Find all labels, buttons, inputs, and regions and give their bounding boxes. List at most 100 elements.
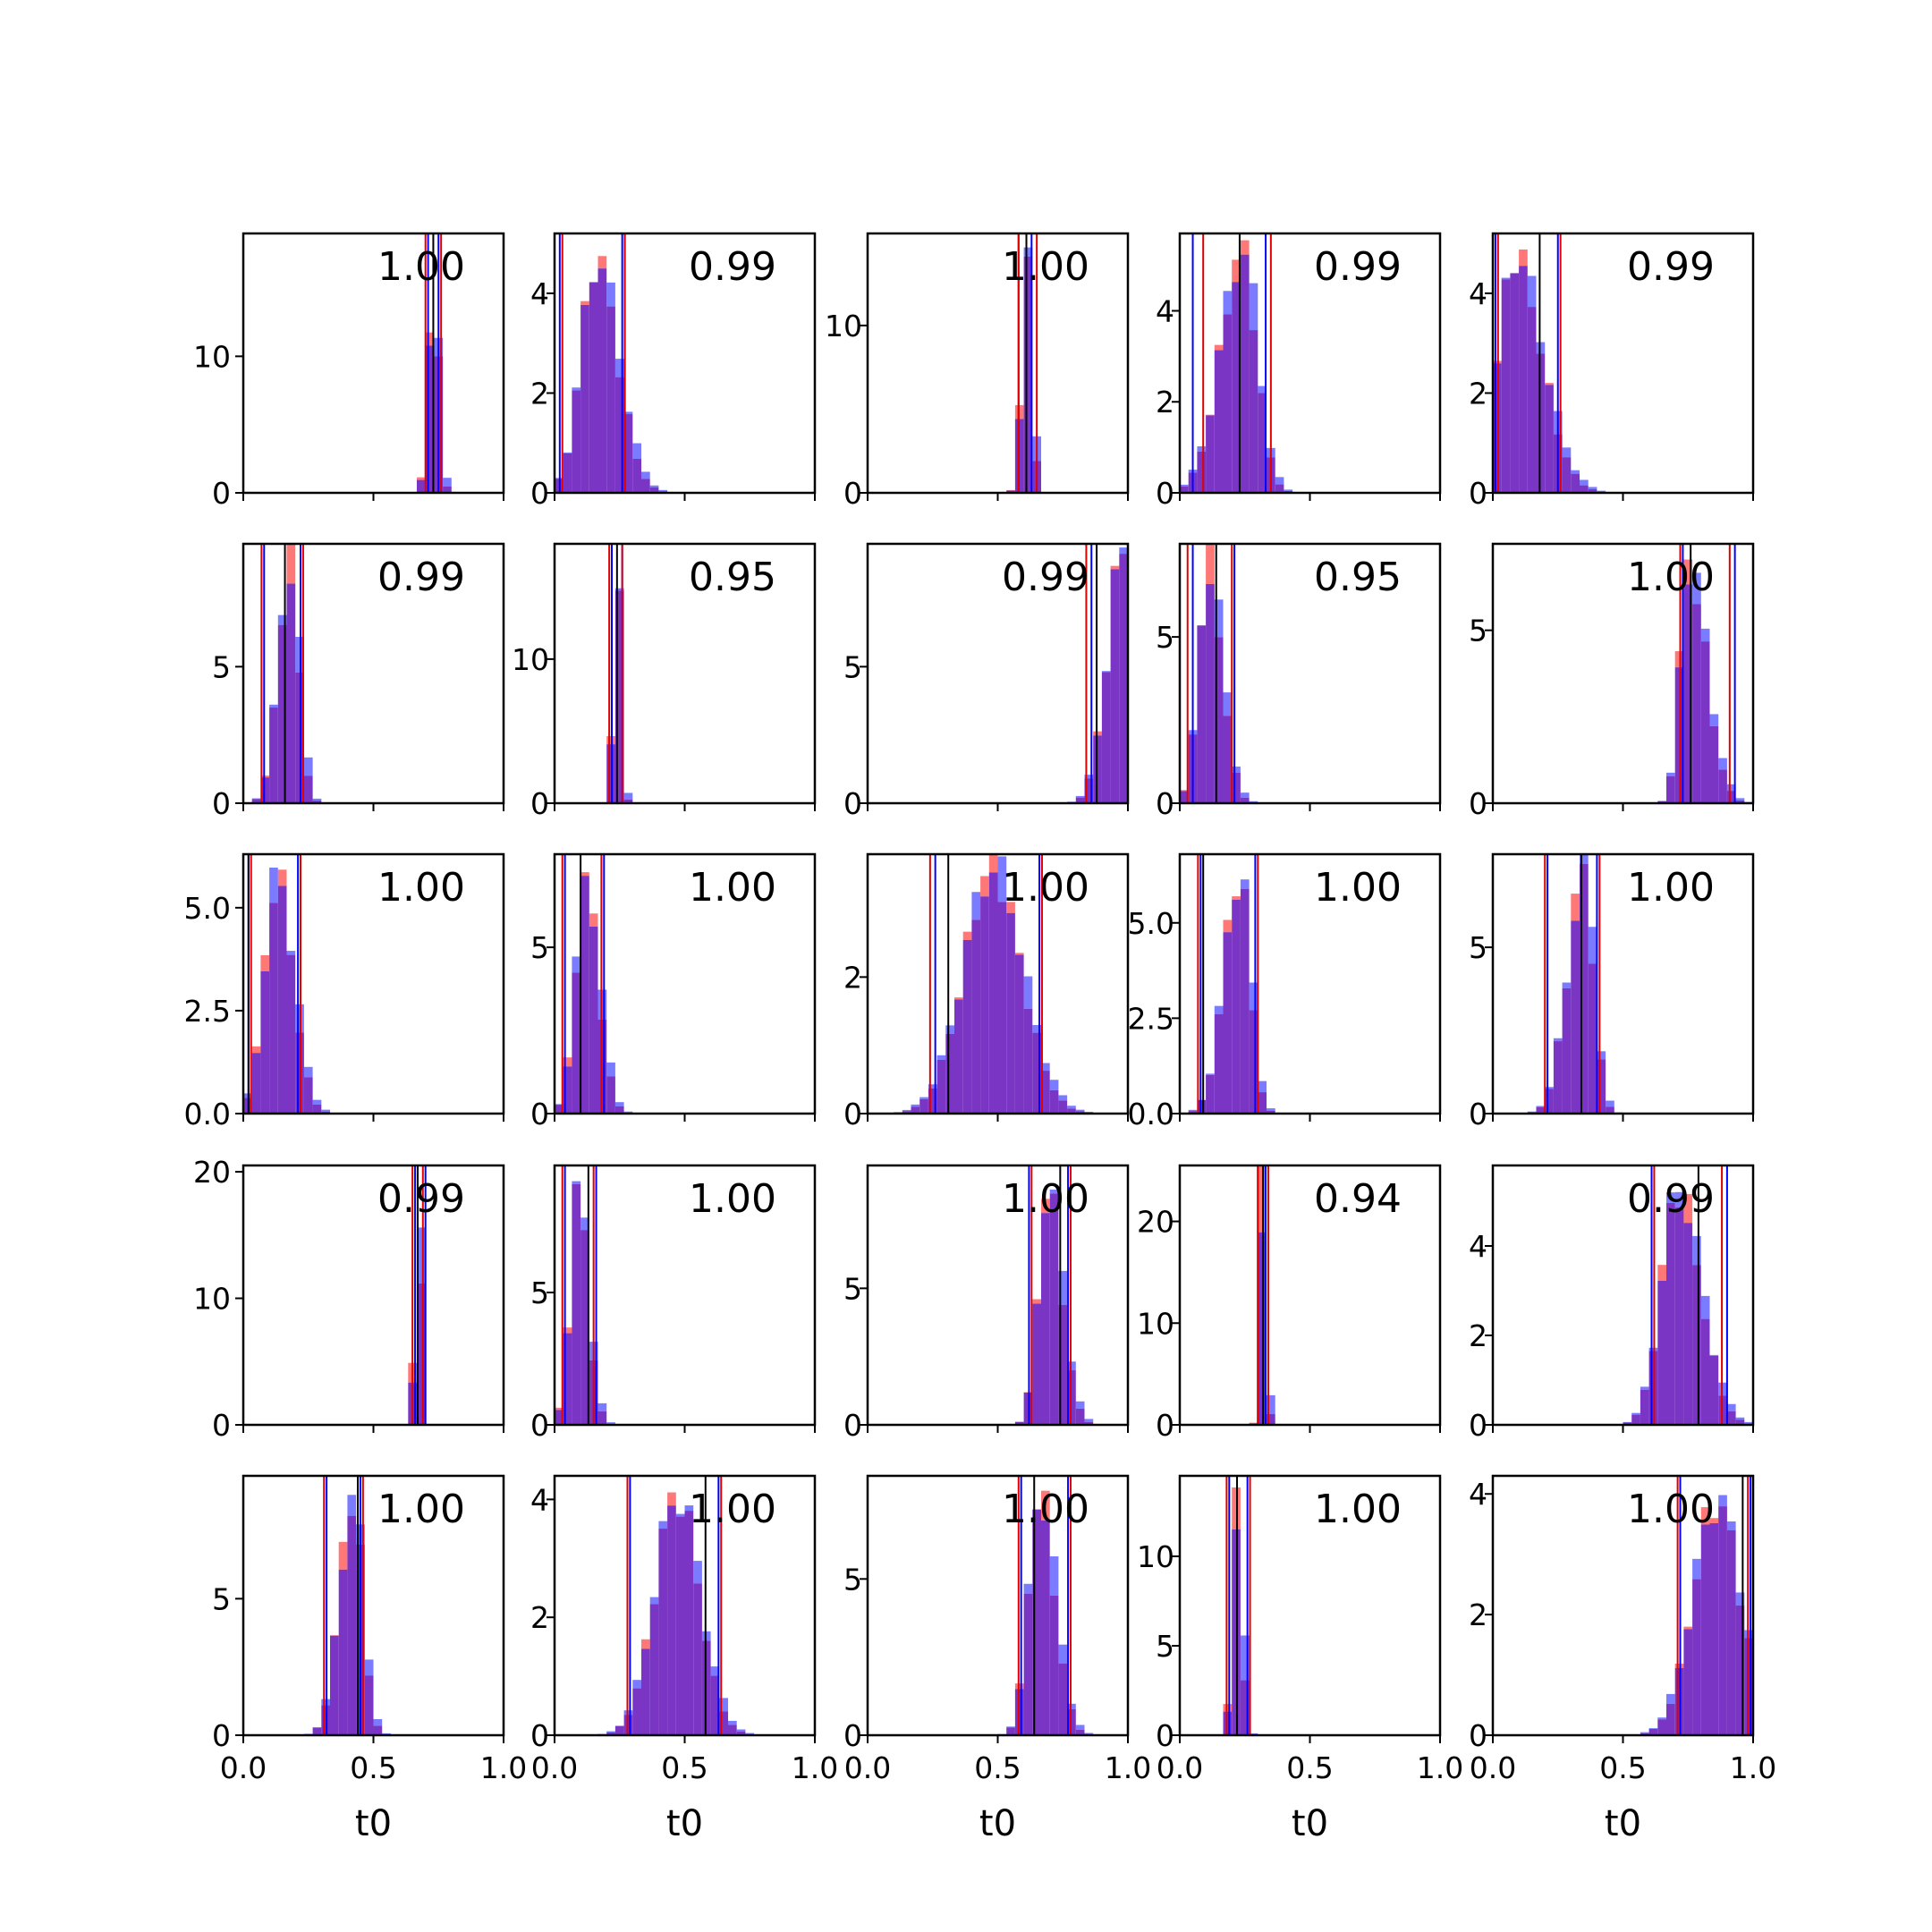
bar-excess — [597, 1402, 607, 1411]
y-tick-label: 0 — [530, 1097, 549, 1131]
bar-excess — [623, 792, 633, 800]
bar-excess — [589, 913, 598, 927]
y-tick-label: 4 — [530, 276, 549, 311]
bar-excess — [606, 1062, 615, 1077]
bar-excess — [1058, 1270, 1068, 1305]
panel-1: 0 10 1.00 — [193, 232, 505, 511]
correlation-label: 1.00 — [1627, 1487, 1715, 1532]
bar-overlap — [1597, 1059, 1606, 1114]
panel-8: 050.99 — [843, 542, 1130, 821]
bar-overlap — [286, 583, 296, 803]
bar-overlap — [1606, 1106, 1614, 1114]
bar-excess — [563, 1327, 572, 1334]
bars — [303, 1476, 391, 1735]
bar-overlap — [1049, 1193, 1059, 1425]
bar-overlap — [1571, 473, 1580, 493]
bar-excess — [1718, 1495, 1727, 1507]
correlation-label: 0.99 — [1627, 244, 1715, 290]
bars — [1014, 1165, 1094, 1425]
bar-excess — [572, 1181, 581, 1184]
bar-overlap — [572, 1183, 581, 1425]
bar-excess — [632, 443, 641, 459]
y-tick-label: 10 — [1137, 1539, 1174, 1574]
bar-overlap — [632, 1688, 641, 1735]
bar-excess — [1188, 1109, 1198, 1112]
bar-overlap — [954, 999, 963, 1114]
bar-overlap — [1735, 800, 1745, 803]
bar-overlap — [1726, 1411, 1736, 1425]
panel-20: 0 2 4 0.99 — [1469, 1164, 1755, 1443]
bar-excess — [997, 856, 1007, 902]
bars — [555, 1165, 615, 1425]
bar-overlap — [563, 1066, 572, 1114]
y-tick-label: 0 — [212, 1718, 231, 1753]
bar-overlap — [1197, 625, 1207, 803]
y-tick-label: 0 — [212, 476, 231, 511]
bar-overlap — [312, 1104, 322, 1114]
bar-overlap — [1666, 1703, 1675, 1735]
bar-overlap — [286, 954, 296, 1114]
correlation-label: 1.00 — [689, 1487, 776, 1532]
bar-overlap — [1718, 1506, 1727, 1735]
bar-excess — [260, 954, 270, 971]
bar-overlap — [1683, 1629, 1693, 1735]
bar-overlap — [988, 872, 998, 1114]
y-tick-label: 0.0 — [184, 1097, 231, 1131]
bar-overlap — [1180, 791, 1189, 803]
bar-excess — [1049, 1080, 1059, 1090]
y-tick-label: 5 — [1469, 614, 1487, 648]
bar-excess — [347, 1495, 357, 1516]
bar-overlap — [1709, 1355, 1719, 1425]
bar-excess — [417, 477, 426, 480]
bar-overlap — [997, 902, 1007, 1114]
bar-overlap — [1501, 279, 1511, 493]
bar-excess — [303, 1066, 313, 1078]
panel-14: 0.0 2.5 5.0 1.00 — [1128, 852, 1442, 1131]
y-tick-label: 0 — [1469, 1097, 1487, 1131]
bar-excess — [1648, 1728, 1658, 1729]
y-tick-label: 0 — [212, 786, 231, 821]
bar-excess — [1258, 1080, 1267, 1093]
correlation-label: 1.00 — [689, 1176, 776, 1222]
bar-overlap — [1032, 1032, 1041, 1114]
bar-excess — [286, 951, 296, 955]
panel-16: 0 10 20 0.99 — [193, 1155, 505, 1443]
bar-excess — [658, 1521, 668, 1530]
bar-excess — [623, 1111, 633, 1113]
bar-excess — [1692, 1558, 1701, 1580]
bar-overlap — [1700, 1318, 1710, 1425]
bar-overlap — [1188, 1111, 1198, 1114]
panel-2: 0 2 4 0.99 — [530, 232, 817, 511]
panel-15: 051.00 — [1469, 852, 1755, 1131]
bar-excess — [1735, 798, 1745, 801]
bar-excess — [1666, 772, 1675, 776]
bar-excess — [1571, 470, 1580, 474]
bar-overlap — [1709, 725, 1719, 803]
bar-overlap — [675, 1516, 685, 1735]
bar-excess — [277, 869, 287, 886]
bar-excess — [1249, 982, 1258, 1011]
bar-excess — [606, 1422, 615, 1424]
bar-overlap — [623, 414, 633, 493]
bar-excess — [1726, 784, 1736, 792]
y-tick-label: 20 — [1137, 1205, 1174, 1240]
bar-excess — [1553, 1038, 1563, 1042]
bar-excess — [928, 1084, 937, 1089]
bar-overlap — [911, 1106, 920, 1114]
bar-overlap — [693, 1583, 702, 1735]
bar-overlap — [980, 896, 989, 1114]
bar-overlap — [649, 1604, 659, 1735]
panel-12: 051.00 — [530, 852, 817, 1131]
bar-overlap — [632, 458, 641, 493]
bar-overlap — [417, 479, 426, 493]
bar-overlap — [269, 902, 278, 1114]
bar-excess — [1084, 1419, 1094, 1422]
y-tick-label: 0 — [843, 476, 862, 511]
bar-excess — [1606, 1100, 1614, 1107]
bar-excess — [1041, 1063, 1050, 1072]
y-tick-label: 2 — [1469, 1318, 1487, 1353]
correlation-label: 1.00 — [1002, 244, 1089, 290]
bar-excess — [962, 931, 972, 940]
bar-overlap — [1223, 716, 1233, 803]
correlation-label: 1.00 — [1627, 555, 1715, 600]
